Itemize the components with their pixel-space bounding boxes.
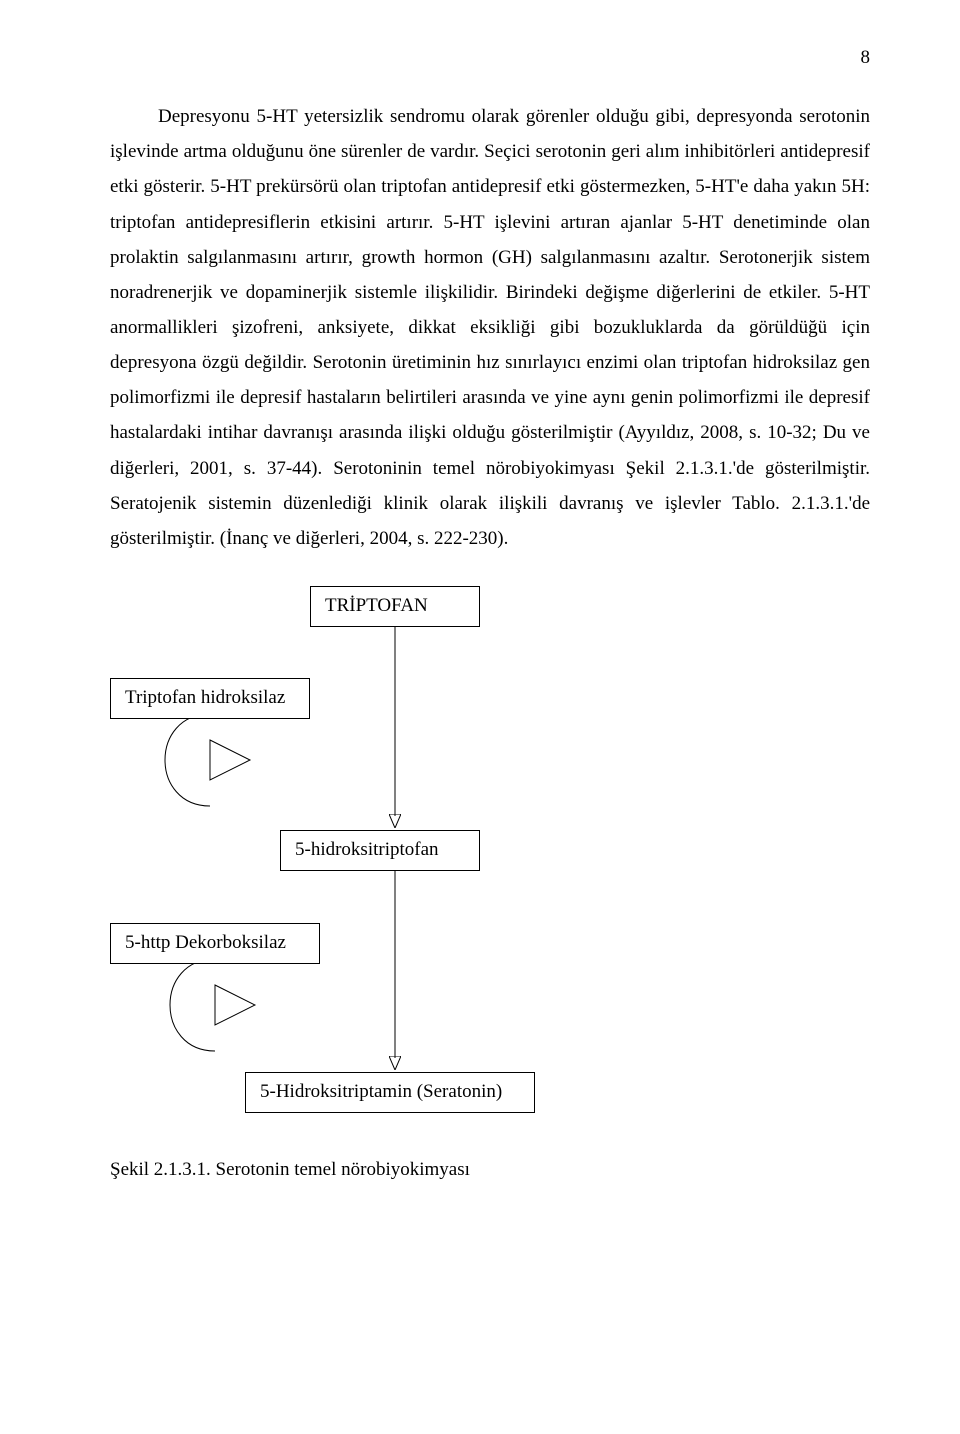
page-number: 8 [110, 40, 870, 75]
flowchart-curve [170, 959, 215, 1051]
flowchart-node: 5-Hidroksitriptamin (Seratonin) [245, 1072, 535, 1113]
flowchart-curve [165, 714, 210, 806]
flowchart-node: TRİPTOFAN [310, 586, 480, 627]
flowchart-curve-tip [215, 985, 255, 1025]
flowchart-node: 5-http Dekorboksilaz [110, 923, 320, 964]
flowchart-svg [110, 586, 870, 1146]
flowchart-curve-tip [210, 740, 250, 780]
flowchart-node: Triptofan hidroksilaz [110, 678, 310, 719]
serotonin-flowchart: TRİPTOFAN Triptofan hidroksilaz 5-hidroksi… [110, 586, 870, 1146]
flowchart-node: 5-hidroksitriptofan [280, 830, 480, 871]
body-paragraph: Depresyonu 5-HT yetersizlik sendromu ola… [110, 99, 870, 556]
figure-caption: Şekil 2.1.3.1. Serotonin temel nörobiyok… [110, 1152, 870, 1187]
